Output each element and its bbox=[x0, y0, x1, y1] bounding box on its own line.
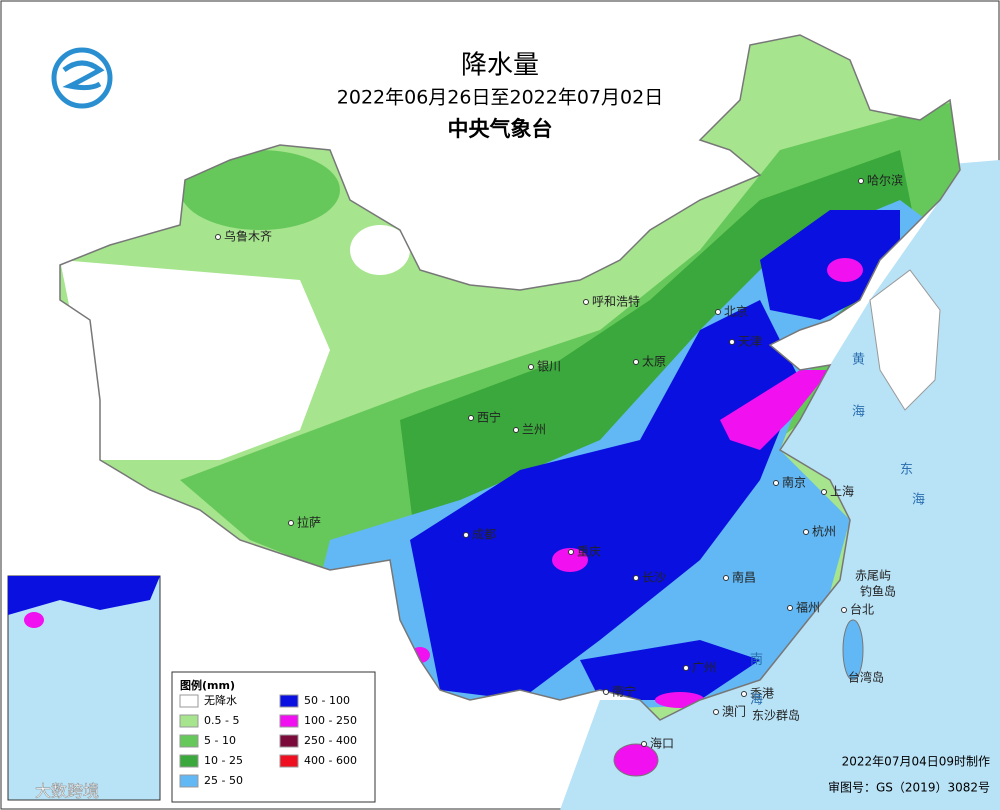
city-dot bbox=[463, 532, 469, 538]
city-label: 成都 bbox=[472, 528, 496, 542]
footer-approval: 审图号：GS（2019）3082号 bbox=[828, 780, 990, 795]
place-label: 台湾岛 bbox=[848, 670, 884, 685]
city-dot bbox=[803, 529, 809, 535]
inset-land bbox=[8, 576, 160, 615]
legend-label: 50 - 100 bbox=[304, 694, 350, 707]
footer-made: 2022年07月04日09时制作 bbox=[842, 755, 990, 769]
city-dot bbox=[633, 575, 639, 581]
city-label: 西宁 bbox=[477, 410, 501, 425]
city-dot bbox=[723, 575, 729, 581]
city-dot bbox=[288, 520, 294, 526]
place-label: 海 bbox=[750, 693, 763, 708]
city-label: 乌鲁木齐 bbox=[224, 229, 272, 244]
city-dot bbox=[715, 309, 721, 315]
place-label: 东 bbox=[900, 463, 913, 478]
city-label: 南昌 bbox=[732, 570, 756, 585]
legend-title: 图例(mm) bbox=[180, 678, 235, 692]
place-label: 钓鱼岛 bbox=[860, 584, 896, 599]
city-label: 海口 bbox=[650, 736, 674, 751]
city-label: 兰州 bbox=[522, 423, 546, 437]
legend-label: 25 - 50 bbox=[204, 774, 243, 787]
subtitle: 2022年06月26日至2022年07月02日 bbox=[337, 87, 663, 109]
city-label: 拉萨 bbox=[297, 515, 321, 530]
organization: 中央气象台 bbox=[448, 117, 553, 141]
hainan bbox=[613, 743, 659, 777]
city-dot bbox=[468, 415, 474, 421]
city-label: 北京 bbox=[724, 305, 748, 319]
taiwan bbox=[842, 619, 864, 681]
city-dot bbox=[787, 605, 793, 611]
legend-swatch bbox=[279, 754, 299, 768]
place-label: 赤尾屿 bbox=[855, 569, 891, 583]
city-label: 银川 bbox=[537, 360, 561, 374]
legend-swatch bbox=[279, 714, 299, 728]
legend-label: 5 - 10 bbox=[204, 734, 236, 747]
city-dot bbox=[683, 665, 689, 671]
place-label: 海 bbox=[852, 405, 865, 420]
city-dot bbox=[215, 234, 221, 240]
city-dot bbox=[603, 689, 609, 695]
legend-label: 10 - 25 bbox=[204, 754, 243, 767]
legend-label: 400 - 600 bbox=[304, 754, 357, 767]
city-dot bbox=[729, 339, 735, 345]
inset bbox=[7, 575, 161, 801]
legend-swatch bbox=[179, 734, 199, 748]
place-label: 南 bbox=[750, 652, 763, 668]
legend-label: 250 - 400 bbox=[304, 734, 357, 747]
city-label: 福州 bbox=[796, 600, 820, 615]
city-label: 南宁 bbox=[612, 684, 636, 699]
legend-swatch bbox=[179, 714, 199, 728]
city-dot bbox=[821, 489, 827, 495]
city-dot bbox=[858, 178, 864, 184]
legend-swatch bbox=[179, 694, 199, 708]
legend-swatch bbox=[179, 754, 199, 768]
city-label: 杭州 bbox=[812, 524, 836, 539]
city-label: 香港 bbox=[750, 687, 774, 701]
korea bbox=[869, 269, 941, 411]
inset-hainan bbox=[24, 612, 44, 628]
city-dot bbox=[641, 741, 647, 747]
city-dot bbox=[773, 480, 779, 486]
city-label: 上海 bbox=[830, 484, 854, 499]
city-dot bbox=[513, 427, 519, 433]
city-dot bbox=[583, 299, 589, 305]
legend-label: 无降水 bbox=[204, 693, 237, 707]
place-label: 东沙群岛 bbox=[752, 708, 800, 723]
city-dot bbox=[841, 607, 847, 613]
legend: 无降水 0.5 - 5 5 - 10 10 - 25 25 - 50 50 - 100 10… bbox=[179, 693, 357, 788]
legend-swatch bbox=[279, 734, 299, 748]
legend-swatch bbox=[179, 774, 199, 788]
place-label: 海 bbox=[912, 493, 925, 508]
watermark: 大数跨境 bbox=[35, 782, 99, 801]
city-label: 太原 bbox=[642, 354, 666, 369]
city-dot bbox=[633, 359, 639, 365]
legend-label: 0.5 - 5 bbox=[204, 714, 239, 727]
city-dot bbox=[741, 691, 747, 697]
city-dot bbox=[528, 364, 534, 370]
legend-label: 100 - 250 bbox=[304, 714, 357, 727]
city-label: 重庆 bbox=[577, 545, 601, 559]
city-label: 台北 bbox=[850, 602, 874, 617]
city-label: 呼和浩特 bbox=[592, 294, 640, 309]
city-dot bbox=[713, 709, 719, 715]
city-label: 南京 bbox=[782, 475, 806, 490]
city-label: 澳门 bbox=[722, 704, 746, 719]
place-label: 黄 bbox=[852, 353, 865, 368]
city-dot bbox=[568, 549, 574, 555]
city-label: 天津 bbox=[738, 335, 762, 349]
city-label: 广州 bbox=[692, 661, 716, 675]
legend-swatch bbox=[279, 694, 299, 708]
legend-box bbox=[171, 671, 376, 803]
title: 降水量 bbox=[461, 51, 539, 81]
city-label: 长沙 bbox=[642, 571, 666, 585]
city-label: 哈尔滨 bbox=[867, 173, 903, 188]
logo-mark bbox=[62, 60, 105, 91]
